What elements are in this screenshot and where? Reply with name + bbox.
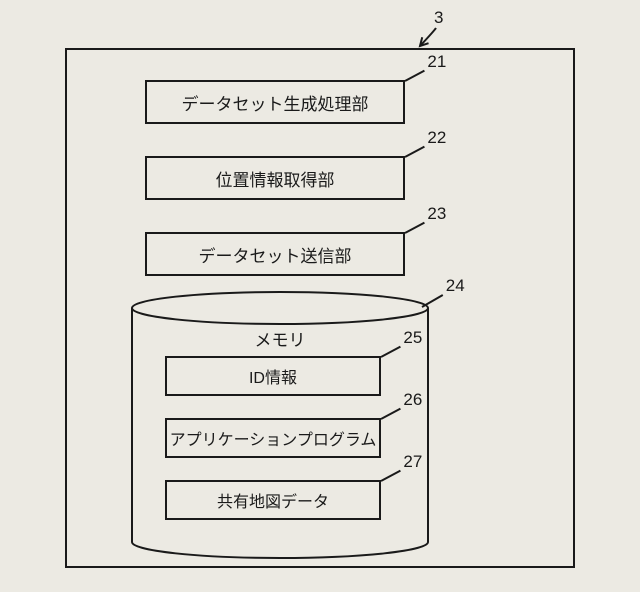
module-ref-location: 22 (427, 128, 446, 148)
ref-system: 3 (434, 8, 443, 28)
memory-item-ref-app-prog: 26 (403, 390, 422, 410)
memory-ref: 24 (446, 276, 465, 296)
module-ref-dataset-send: 23 (427, 204, 446, 224)
module-ref-dataset-gen: 21 (427, 52, 446, 72)
memory-item-ref-shared-map: 27 (403, 452, 422, 472)
diagram-canvas: 3 データセット生成処理部21位置情報取得部22データセット送信部23 メモリ … (0, 0, 640, 592)
pointer-to-system (0, 0, 640, 592)
memory-item-ref-id-info: 25 (403, 328, 422, 348)
